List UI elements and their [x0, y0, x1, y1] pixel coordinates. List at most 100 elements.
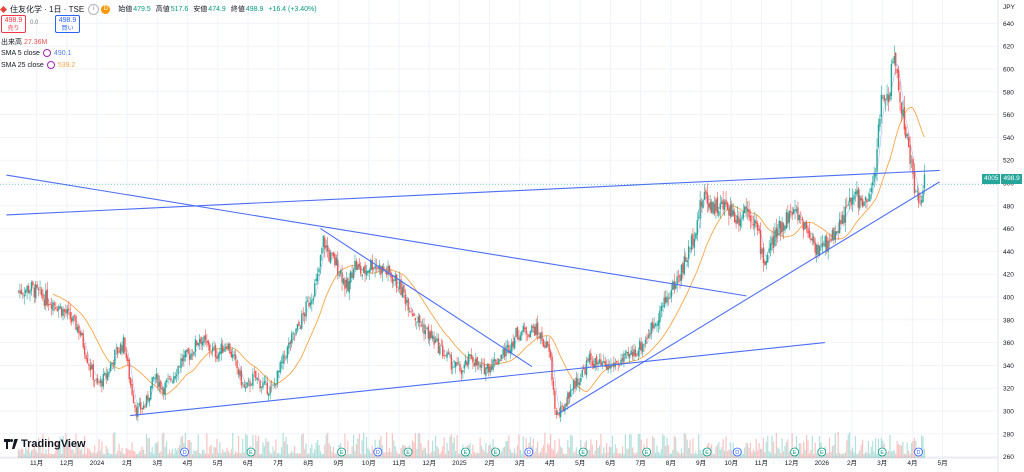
candle-body — [513, 337, 516, 349]
candle-body — [168, 376, 171, 377]
candle-body — [98, 382, 100, 384]
volume-bar — [170, 452, 172, 458]
volume-legend[interactable]: 出来高 27.36M — [1, 37, 47, 47]
candle-body — [848, 197, 851, 203]
candle-body — [498, 358, 500, 365]
earnings-marker[interactable] — [817, 447, 827, 457]
volume-bar — [65, 433, 67, 458]
volume-bar — [877, 438, 880, 458]
candle-body — [879, 118, 881, 127]
volume-bar — [702, 449, 704, 458]
time-tick-label: 5月 — [575, 459, 585, 467]
volume-bar — [508, 435, 510, 458]
volume-bar — [889, 434, 891, 458]
dividend-marker[interactable] — [914, 447, 923, 457]
earnings-marker[interactable] — [491, 447, 501, 457]
candle-body — [877, 124, 880, 147]
buy-button[interactable]: 498.9 買い — [55, 15, 80, 33]
sma5-legend[interactable]: SMA 5 close 490.1 — [1, 49, 71, 57]
sma5-visibility-icon[interactable] — [42, 49, 51, 57]
earnings-marker[interactable] — [877, 447, 887, 457]
volume-bar — [873, 451, 875, 458]
dividend-marker[interactable] — [180, 447, 189, 457]
candle-body — [450, 355, 453, 370]
time-tick-label: 12月 — [422, 459, 436, 467]
volume-bar — [239, 452, 241, 458]
earnings-marker[interactable] — [578, 447, 588, 457]
candle-body — [198, 338, 201, 344]
volume-bar — [206, 433, 208, 458]
candle-body — [160, 381, 162, 390]
volume-bar — [396, 451, 398, 458]
volume-bar — [334, 453, 336, 458]
candle-body — [912, 159, 914, 174]
earnings-marker[interactable] — [337, 447, 347, 457]
volume-bar — [59, 436, 61, 458]
earnings-marker[interactable] — [403, 447, 413, 457]
candle-body — [736, 215, 739, 223]
volume-bar — [397, 453, 399, 458]
earnings-marker[interactable] — [790, 447, 800, 457]
volume-bar — [751, 452, 753, 458]
dividend-marker[interactable] — [373, 447, 383, 457]
candle-body — [59, 305, 61, 309]
tradingview-logo[interactable]: TradingView — [4, 438, 86, 450]
volume-bar — [617, 453, 619, 458]
symbol-title[interactable]: 住友化学 · 1日 · TSE — [10, 4, 85, 14]
candle-body — [522, 325, 524, 333]
earnings-marker[interactable] — [246, 447, 256, 457]
candle-body — [440, 345, 442, 347]
candle-body — [469, 353, 471, 356]
candle-body — [578, 382, 581, 385]
volume-bar — [752, 449, 754, 458]
volume-bar — [371, 445, 373, 458]
earnings-marker[interactable] — [461, 447, 470, 457]
event-marker-label: E — [820, 450, 824, 456]
volume-bar — [844, 452, 846, 458]
candle-body — [693, 238, 696, 248]
volume-bar — [767, 436, 769, 458]
volume-bar — [607, 452, 609, 458]
volume-bar — [614, 444, 616, 458]
candle-body — [180, 358, 182, 369]
sma25-legend[interactable]: SMA 25 close 539.2 — [1, 61, 75, 69]
candle-body — [756, 223, 759, 231]
earnings-marker[interactable] — [642, 447, 652, 457]
volume-bar — [321, 453, 323, 458]
sma25-visibility-icon[interactable] — [46, 61, 55, 69]
dividend-marker[interactable] — [732, 447, 742, 457]
earnings-marker[interactable] — [702, 447, 712, 457]
candle-body — [40, 289, 43, 296]
candle-body — [820, 244, 822, 246]
candle-body — [779, 221, 782, 234]
candle-body — [99, 379, 102, 384]
candle-body — [326, 245, 329, 252]
candle-body — [490, 365, 493, 370]
candle-body — [489, 366, 491, 373]
dividend-marker[interactable] — [524, 447, 534, 457]
candle-body — [837, 230, 839, 233]
candle-body — [690, 235, 693, 250]
price-tick-label: 540 — [1003, 135, 1014, 142]
candle-body — [558, 413, 560, 416]
candle-body — [206, 340, 208, 343]
volume-bar — [548, 444, 550, 458]
dividend-icon[interactable]: D — [101, 4, 111, 14]
trendline — [6, 169, 940, 216]
candle-body — [247, 380, 250, 382]
candle-body — [833, 227, 835, 241]
volume-bar — [367, 448, 369, 458]
info-icon[interactable]: i — [88, 3, 100, 15]
volume-bar — [243, 452, 245, 458]
candle-body — [587, 358, 589, 361]
candle-body — [496, 362, 499, 364]
sell-button[interactable]: 498.9 売り — [1, 15, 26, 33]
candle-body — [417, 316, 419, 323]
volume-bar — [887, 450, 890, 458]
candle-body — [279, 362, 281, 373]
open-value: 479.5 — [133, 5, 151, 13]
candle-body — [843, 215, 845, 224]
candle-body — [26, 286, 28, 292]
price-tick-label: 500 — [1003, 181, 1014, 188]
